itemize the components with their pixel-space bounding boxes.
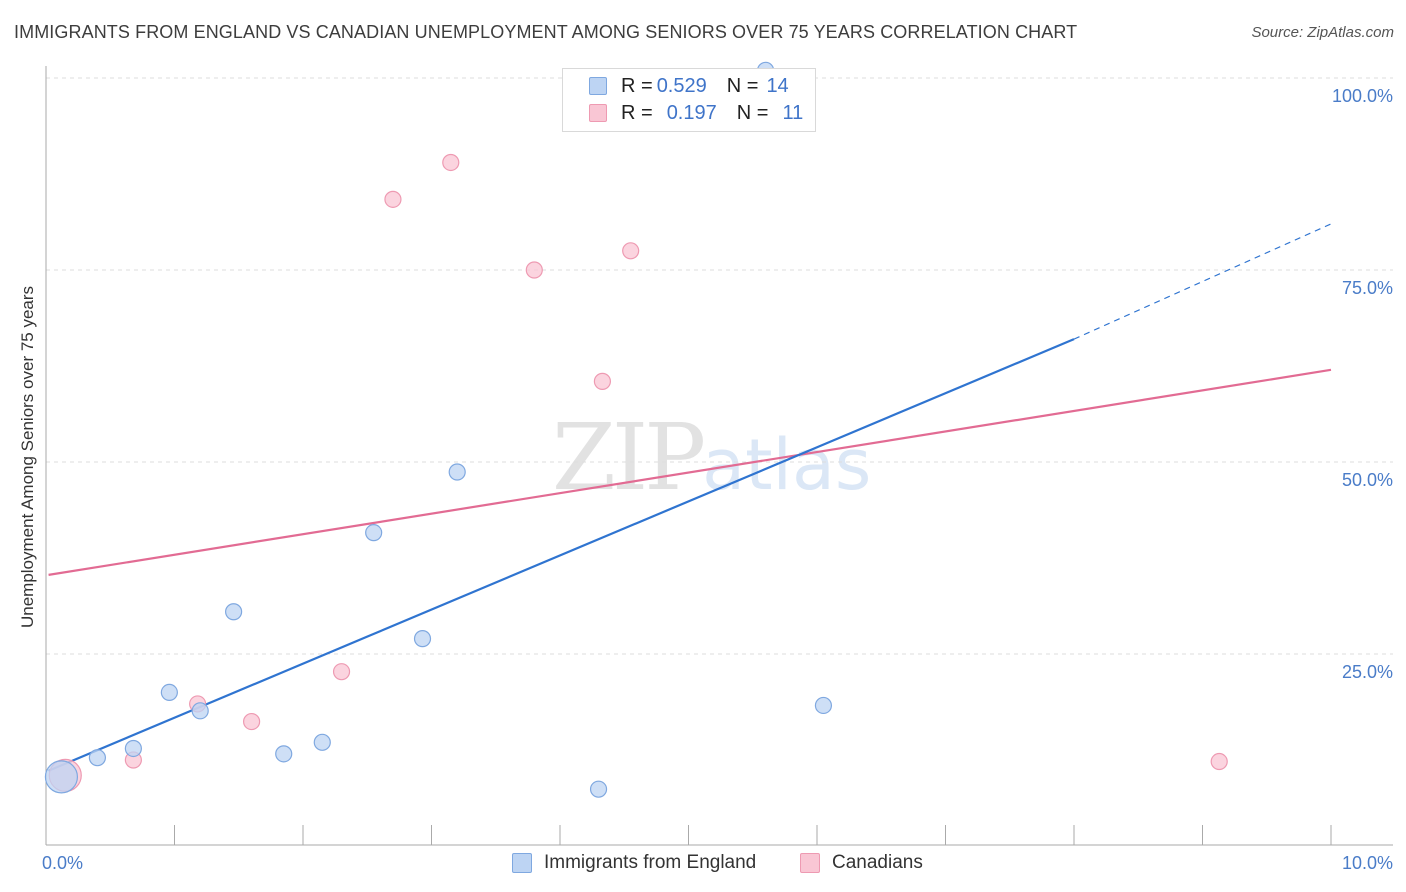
england-point <box>225 603 243 621</box>
canadians-point <box>1210 752 1228 771</box>
england-swatch <box>589 77 607 95</box>
legend-n-value: 11 <box>782 101 804 124</box>
watermark-zip: ZIP <box>552 404 706 511</box>
trend-layer <box>48 223 1332 772</box>
england-trend-extension <box>1073 223 1332 340</box>
point-layer <box>44 61 1228 798</box>
x-tick-label: 0.0% <box>42 853 83 873</box>
england-point <box>413 630 432 648</box>
canadians-point <box>525 261 543 279</box>
england-point <box>814 696 833 715</box>
axis-layer <box>45 66 1393 846</box>
x-tick-label: 10.0% <box>1342 853 1393 873</box>
england-trend-line <box>48 338 1075 772</box>
correlation-legend: R = 0.529 N = 14 R = 0.197 N = 11 <box>562 68 816 132</box>
y-tick-label: 100.0% <box>1332 86 1393 106</box>
canadians-point <box>384 190 402 208</box>
y-tick-label: 50.0% <box>1342 470 1393 490</box>
chart-title: IMMIGRANTS FROM ENGLAND VS CANADIAN UNEM… <box>14 22 1078 42</box>
canadians-point <box>622 242 640 260</box>
canadians-swatch <box>589 104 607 122</box>
legend-row-england: R = 0.529 N = 14 <box>589 73 789 99</box>
england-point <box>313 733 331 751</box>
legend-r-label: R = <box>621 74 653 97</box>
watermark: ZIPatlas <box>552 404 871 511</box>
england-point <box>44 760 79 794</box>
england-point <box>191 702 209 720</box>
canadians-trend-line <box>48 368 1332 576</box>
legend-r-value: 0.529 <box>656 74 707 97</box>
canadians-point <box>332 663 351 681</box>
source-credit: Source: ZipAtlas.com <box>1251 24 1394 41</box>
canadians-point <box>593 372 612 390</box>
canadians-point <box>243 712 261 731</box>
england-point <box>275 745 293 763</box>
legend-item-canadians[interactable]: Canadians <box>800 852 923 874</box>
england-point <box>124 739 142 758</box>
legend-r-value: 0.197 <box>666 101 717 124</box>
label-layer: 25.0% 50.0% 75.0% 100.0% 0.0% 10.0% <box>42 86 1393 873</box>
y-tick-label: 75.0% <box>1342 278 1393 298</box>
legend-n-label: N = <box>726 74 759 97</box>
y-axis-title: Unemployment Among Seniors over 75 years <box>18 286 37 628</box>
canadians-point <box>442 153 460 172</box>
legend-n-value: 14 <box>766 74 789 97</box>
legend-r-label: R = <box>621 101 653 124</box>
england-point <box>88 749 107 767</box>
england-point <box>448 463 466 481</box>
legend-item-england[interactable]: Immigrants from England <box>512 852 756 874</box>
england-point <box>365 524 383 542</box>
legend-label-england: Immigrants from England <box>544 852 757 873</box>
legend-row-canadians: R = 0.197 N = 11 <box>589 100 803 126</box>
england-point <box>160 683 178 702</box>
canadians-swatch <box>800 853 820 873</box>
grid-layer <box>46 77 1393 655</box>
y-tick-label: 25.0% <box>1342 662 1393 682</box>
england-point <box>589 780 608 798</box>
legend-n-label: N = <box>736 101 769 124</box>
england-swatch <box>512 853 532 873</box>
legend-label-canadians: Canadians <box>832 852 923 873</box>
